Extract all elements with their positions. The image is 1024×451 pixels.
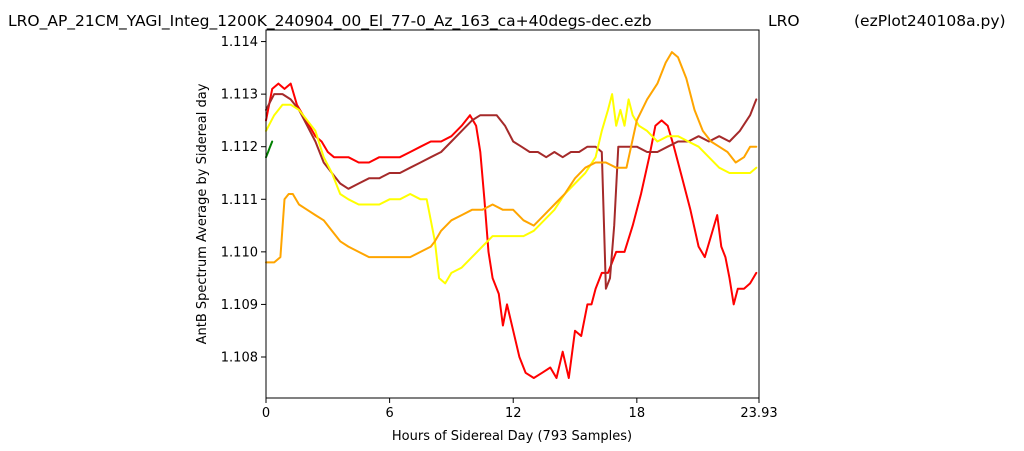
x-tick-label: 23.93 [740,406,777,421]
y-tick-label: 1.113 [221,88,258,103]
axes-layer: 0 6 12 18 23.93 1.108 1.109 1.110 1.111 1.112 1.11… [221,35,778,421]
x-tick-label: 6 [385,406,393,421]
series-line-0 [265,140,274,159]
y-tick-label: 1.109 [221,298,258,313]
y-tick-label: 1.114 [221,35,258,50]
header-filename: LRO_AP_21CM_YAGI_Integ_1200K_240904_00_E… [8,12,652,31]
y-tick-label: 1.111 [221,193,258,208]
header-program: (ezPlot240108a.py) [854,12,1006,30]
y-tick-label: 1.108 [221,350,258,365]
series-line-3 [265,93,758,285]
series-line-4 [265,51,758,264]
y-tick-label: 1.112 [221,140,258,155]
x-tick-label: 0 [262,406,270,421]
x-tick-label: 18 [629,406,646,421]
y-tick-label: 1.110 [221,245,258,260]
series-line-1 [265,82,758,379]
series-layer [265,51,758,379]
series-line-2 [265,93,758,290]
x-axis-label: Hours of Sidereal Day (793 Samples) [392,429,632,444]
y-axis-label: AntB Spectrum Average by Sidereal day [195,83,210,344]
plot-frame [265,29,760,399]
header-source: LRO [768,12,800,30]
x-tick-label: 12 [505,406,522,421]
